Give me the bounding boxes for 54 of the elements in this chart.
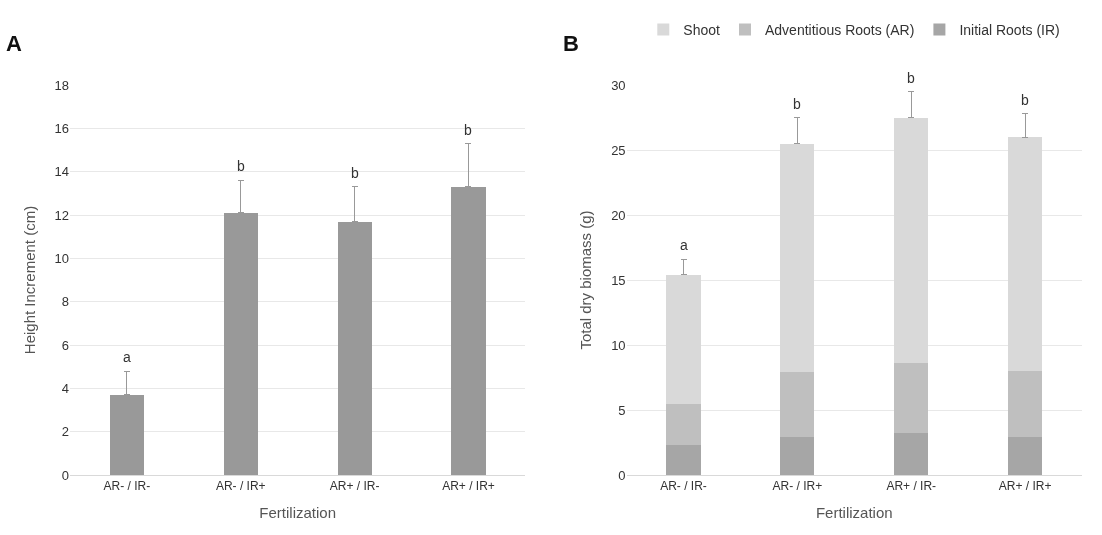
chart-title: B <box>563 31 579 56</box>
x-tick-label: AR+ / IR+ <box>998 479 1052 494</box>
bar <box>1008 437 1043 475</box>
annotation: b <box>351 165 359 181</box>
legend-label: Initial Roots (IR) <box>959 22 1060 39</box>
annotation: b <box>1021 92 1029 108</box>
y-tick-label: 30 <box>611 77 626 93</box>
annotation: b <box>907 70 915 86</box>
y-tick-label: 16 <box>54 120 69 136</box>
y-tick-label: 12 <box>54 207 69 223</box>
annotation: a <box>680 237 688 253</box>
x-tick-label: AR- / IR- <box>660 479 707 494</box>
y-tick-label: 8 <box>61 294 69 310</box>
legend-label: Adventitious Roots (AR) <box>765 22 915 39</box>
y-tick-label: 18 <box>54 77 69 93</box>
y-axis-title: Total dry biomass (g) <box>577 210 595 350</box>
bar <box>894 363 929 434</box>
annotation: b <box>237 158 245 174</box>
y-tick-label: 20 <box>611 207 626 223</box>
bar <box>666 445 701 475</box>
annotation: a <box>123 349 131 365</box>
bar <box>1008 371 1043 438</box>
bar <box>780 143 815 373</box>
y-axis-title: Height Increment (cm) <box>20 205 38 355</box>
x-axis-title: Fertilization <box>259 504 337 522</box>
y-tick-label: 10 <box>611 337 626 353</box>
bar <box>666 274 701 404</box>
bar <box>894 433 929 475</box>
x-tick-label: AR- / IR+ <box>772 479 823 494</box>
bar <box>1008 137 1043 371</box>
annotation: b <box>464 122 472 138</box>
chart-title: A <box>6 31 22 56</box>
bar <box>780 437 815 475</box>
y-tick-label: 0 <box>61 467 69 483</box>
y-tick-label: 2 <box>61 424 69 440</box>
y-tick-label: 15 <box>611 272 626 288</box>
x-axis-title: Fertilization <box>815 504 893 522</box>
y-tick-label: 6 <box>61 337 69 353</box>
y-tick-label: 5 <box>618 402 626 418</box>
y-tick-label: 25 <box>611 142 626 158</box>
legend-label: Shoot <box>683 22 720 39</box>
y-tick-label: 0 <box>618 467 626 483</box>
x-tick-label: AR+ / IR+ <box>442 479 495 494</box>
y-tick-label: 14 <box>54 164 69 180</box>
x-tick-label: AR+ / IR- <box>329 479 380 494</box>
x-tick-label: AR- / IR- <box>103 479 151 494</box>
bar <box>666 403 701 446</box>
y-tick-label: 4 <box>61 380 69 396</box>
bar <box>780 372 815 438</box>
bar <box>894 117 929 364</box>
annotation: b <box>793 96 801 112</box>
y-tick-label: 10 <box>54 250 69 266</box>
x-tick-label: AR- / IR+ <box>215 479 266 494</box>
x-tick-label: AR+ / IR- <box>886 479 937 494</box>
